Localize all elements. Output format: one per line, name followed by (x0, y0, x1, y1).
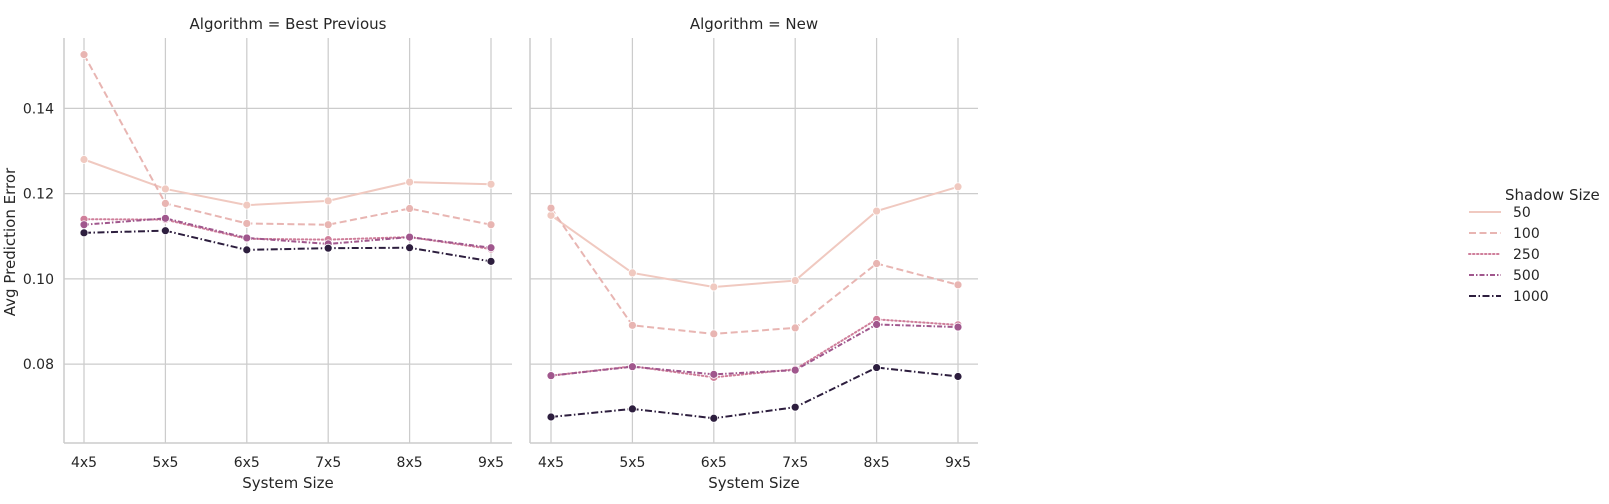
y-tick-label: 0.10 (23, 272, 54, 288)
data-point-100 (709, 329, 719, 339)
series-line-1000 (83, 229, 492, 263)
x-axis-label: System Size (708, 474, 800, 492)
series-line-50 (83, 158, 492, 207)
legend-label: 1000 (1513, 289, 1549, 305)
y-axis-label: Avg Prediction Error (1, 167, 19, 316)
data-point-100 (323, 220, 333, 230)
series-line-250 (550, 318, 959, 379)
data-point-100 (79, 50, 89, 60)
y-tick-label: 0.12 (23, 187, 54, 203)
data-point-100 (872, 259, 881, 268)
legend-entry-500: 500 (1469, 268, 1540, 284)
data-point-500 (405, 232, 415, 242)
series-line-500 (550, 323, 959, 377)
data-point-50 (953, 182, 963, 192)
data-point-1000 (79, 228, 89, 238)
x-tick-label: 5x5 (619, 455, 645, 471)
data-point-500 (953, 322, 963, 332)
data-point-100 (790, 323, 800, 333)
legend: Shadow Size 50 100 250 500 1000 (1468, 186, 1600, 305)
series-line-500 (83, 217, 492, 249)
data-point-500 (486, 243, 496, 253)
x-tick-label: 9x5 (945, 455, 971, 471)
data-point-50 (405, 177, 415, 187)
data-point-50 (486, 179, 496, 189)
x-tick-label: 6x5 (701, 455, 727, 471)
data-point-1000 (628, 404, 637, 414)
x-tick-label: 4x5 (71, 455, 97, 471)
panel-title: Algorithm = Best Previous (190, 15, 387, 33)
data-point-1000 (546, 412, 556, 422)
y-tick-label: 0.08 (23, 357, 54, 373)
data-point-1000 (486, 256, 496, 266)
legend-entry-100: 100 (1469, 226, 1540, 242)
series-line-250 (83, 218, 492, 251)
panels-layer: 0.08 0.10 0.12 0.14 4x5 5x5 6x5 7x5 8x5 9x5 System… (23, 15, 978, 492)
data-point-100 (486, 220, 496, 230)
data-point-100 (160, 199, 170, 208)
legend-entry-250: 250 (1468, 247, 1540, 263)
data-point-500 (160, 213, 170, 223)
data-point-500 (872, 320, 881, 329)
legend-label: 100 (1513, 226, 1540, 242)
data-point-1000 (160, 226, 170, 236)
data-point-50 (323, 196, 333, 206)
data-point-1000 (872, 363, 881, 372)
series-line-50 (550, 185, 959, 288)
x-tick-label: 6x5 (234, 455, 260, 471)
x-tick-label: 7x5 (782, 455, 808, 471)
x-tick-label: 9x5 (478, 455, 504, 471)
data-point-100 (628, 320, 637, 330)
legend-title: Shadow Size (1505, 186, 1600, 204)
data-point-50 (160, 184, 170, 194)
data-point-100 (546, 203, 556, 213)
series-line-100 (550, 207, 959, 335)
data-point-50 (242, 200, 252, 210)
data-point-50 (709, 282, 719, 292)
panel-title: Algorithm = New (690, 15, 818, 33)
legend-entry-50: 50 (1469, 205, 1531, 221)
data-point-1000 (953, 372, 963, 381)
x-tick-label: 7x5 (315, 455, 341, 471)
data-point-1000 (709, 413, 719, 423)
data-point-500 (79, 220, 89, 230)
legend-label: 500 (1513, 268, 1540, 284)
data-point-100 (405, 204, 415, 213)
x-tick-label: 8x5 (397, 455, 423, 471)
series-line-100 (83, 54, 492, 226)
data-point-1000 (790, 402, 800, 412)
x-tick-label: 8x5 (864, 455, 890, 471)
data-point-50 (790, 276, 800, 285)
data-point-500 (242, 233, 252, 243)
panel-new: 4x5 5x5 6x5 7x5 8x5 9x5 System Size Algorithm =… (529, 15, 978, 492)
data-point-1000 (323, 243, 333, 253)
data-point-50 (872, 206, 881, 216)
panel-best-previous: 0.08 0.10 0.12 0.14 4x5 5x5 6x5 7x5 8x5 9x5 System… (23, 15, 512, 492)
data-point-50 (79, 155, 89, 164)
data-point-1000 (405, 243, 415, 253)
data-point-500 (790, 365, 800, 375)
data-point-100 (953, 280, 963, 290)
data-point-500 (546, 371, 556, 381)
data-point-50 (546, 210, 556, 220)
y-tick-label: 0.14 (23, 101, 54, 117)
legend-entries: 50 100 250 500 1000 (1468, 205, 1549, 305)
legend-label: 50 (1513, 205, 1531, 221)
data-point-500 (628, 362, 637, 372)
legend-label: 250 (1513, 247, 1540, 263)
data-point-50 (628, 268, 637, 278)
x-tick-label: 4x5 (538, 455, 564, 471)
series-line-1000 (550, 366, 959, 420)
data-point-1000 (242, 245, 252, 255)
x-axis-label: System Size (242, 474, 334, 492)
x-tick-label: 5x5 (152, 455, 178, 471)
data-point-100 (242, 219, 252, 228)
data-point-500 (709, 369, 719, 379)
legend-entry-1000: 1000 (1469, 289, 1549, 305)
